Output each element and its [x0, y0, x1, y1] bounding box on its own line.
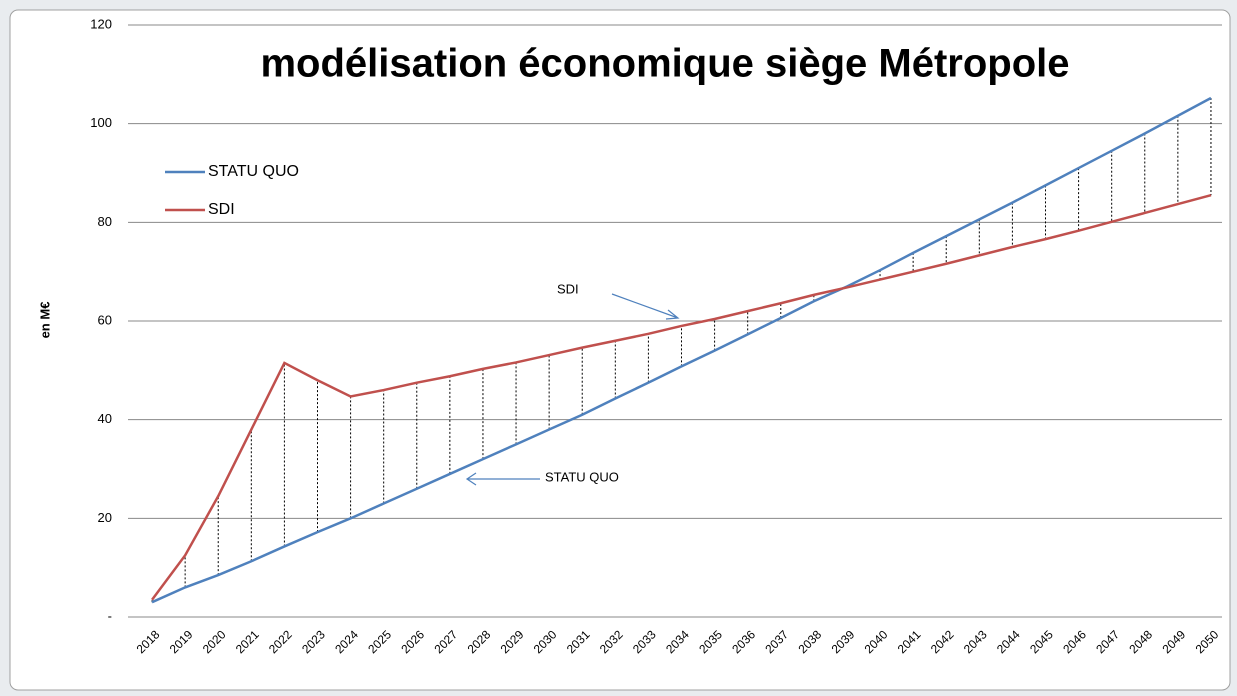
legend-label: STATU QUO [208, 163, 299, 180]
y-tick-label: - [108, 608, 112, 623]
annotation: SDI [557, 281, 579, 296]
chart-area [9, 9, 1231, 691]
y-tick-label: 100 [90, 115, 112, 130]
y-tick-label: 20 [98, 510, 112, 525]
series-line [151, 193, 1212, 601]
legend-label: SDI [208, 201, 235, 218]
annotation-arrow [611, 293, 680, 320]
y-tick-label: 40 [98, 411, 112, 426]
y-axis-label: en M€ [37, 302, 52, 339]
y-tick-label: 60 [98, 312, 112, 327]
annotation-arrow [465, 472, 540, 486]
chart-title: modélisation économique siège Métropole [260, 42, 1069, 86]
series-line [151, 96, 1212, 604]
y-tick-label: 120 [90, 16, 112, 31]
y-tick-label: 80 [98, 214, 112, 229]
annotation: STATU QUO [545, 469, 619, 484]
